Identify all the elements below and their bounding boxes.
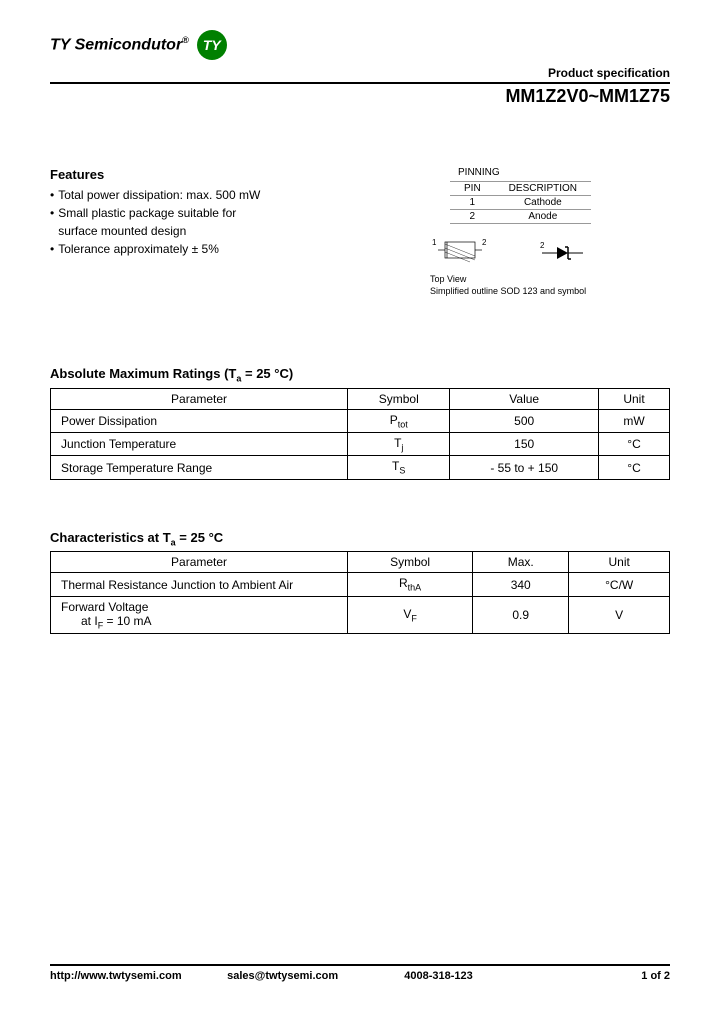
unit-cell: °C — [599, 456, 670, 479]
product-spec-label: Product specification — [50, 66, 670, 80]
col-parameter: Parameter — [51, 552, 348, 573]
feature-item: •Tolerance approximately ± 5% — [50, 242, 390, 256]
footer-website: http://www.twtysemi.com — [50, 970, 227, 982]
pin-header: PIN — [450, 182, 495, 196]
desc-cell: Cathode — [495, 196, 591, 210]
svg-text:1: 1 — [432, 238, 437, 247]
col-symbol: Symbol — [348, 388, 450, 409]
param-cell: Storage Temperature Range — [51, 456, 348, 479]
pinning-block: PINNING PIN DESCRIPTION 1 Cathode 2 Anod… — [420, 167, 670, 296]
param-cell: Thermal Resistance Junction to Ambient A… — [51, 573, 348, 596]
table-row: Thermal Resistance Junction to Ambient A… — [51, 573, 670, 596]
brand-text: TY Semicondutor® — [50, 35, 189, 54]
table-row: Power Dissipation Ptot 500 mW — [51, 409, 670, 432]
table-row: Junction Temperature Tj 150 °C — [51, 432, 670, 455]
footer-email: sales@twtysemi.com — [227, 970, 404, 982]
header-divider — [50, 82, 670, 84]
table-row: Forward Voltage at IF = 10 mA VF 0.9 V — [51, 596, 670, 633]
footer-divider — [50, 964, 670, 966]
value-cell: - 55 to + 150 — [450, 456, 599, 479]
desc-header: DESCRIPTION — [495, 182, 591, 196]
package-outline-icon: 1 2 — [430, 232, 490, 272]
footer-page: 1 of 2 — [581, 970, 670, 982]
feature-item: •Total power dissipation: max. 500 mW — [50, 188, 390, 202]
table-row: 1 Cathode — [450, 196, 591, 210]
col-unit: Unit — [569, 552, 670, 573]
brand-name: TY Semicondutor — [50, 37, 182, 54]
value-cell: 0.9 — [473, 596, 569, 633]
feature-item: •Small plastic package suitable for — [50, 206, 390, 220]
top-view-label: Top View — [430, 274, 670, 284]
symbol-cell: Ptot — [348, 409, 450, 432]
header: TY Semicondutor® TY — [50, 30, 670, 64]
param-cell: Power Dissipation — [51, 409, 348, 432]
diagram-row: 1 2 2 — [430, 232, 670, 272]
characteristics-heading: Characteristics at Ta = 25 °C — [50, 530, 670, 548]
diagram-caption: Simplified outline SOD 123 and symbol — [430, 286, 670, 296]
col-symbol: Symbol — [348, 552, 473, 573]
footer-row: http://www.twtysemi.com sales@twtysemi.c… — [50, 970, 670, 982]
pin-cell: 2 — [450, 210, 495, 224]
table-row: 2 Anode — [450, 210, 591, 224]
svg-text:2: 2 — [482, 238, 487, 247]
value-cell: 500 — [450, 409, 599, 432]
symbol-cell: VF — [348, 596, 473, 633]
registered-mark: ® — [182, 35, 189, 45]
symbol-cell: TS — [348, 456, 450, 479]
param-cell: Forward Voltage at IF = 10 mA — [51, 596, 348, 633]
abs-max-table: Parameter Symbol Value Unit Power Dissip… — [50, 388, 670, 480]
table-row: Storage Temperature Range TS - 55 to + 1… — [51, 456, 670, 479]
svg-text:2: 2 — [540, 241, 545, 250]
product-title: MM1Z2V0~MM1Z75 — [50, 86, 670, 107]
characteristics-table: Parameter Symbol Max. Unit Thermal Resis… — [50, 551, 670, 634]
unit-cell: °C/W — [569, 573, 670, 596]
feature-text: Total power dissipation: max. 500 mW — [58, 188, 260, 202]
col-value: Value — [450, 388, 599, 409]
table-header-row: PIN DESCRIPTION — [450, 182, 591, 196]
features-block: Features •Total power dissipation: max. … — [50, 167, 390, 296]
desc-cell: Anode — [495, 210, 591, 224]
footer: http://www.twtysemi.com sales@twtysemi.c… — [50, 964, 670, 982]
diode-symbol-icon: 2 — [540, 240, 585, 265]
pinning-title: PINNING — [458, 167, 670, 178]
features-heading: Features — [50, 167, 390, 182]
param-cell: Junction Temperature — [51, 432, 348, 455]
symbol-cell: RthA — [348, 573, 473, 596]
top-section: Features •Total power dissipation: max. … — [50, 167, 670, 296]
symbol-cell: Tj — [348, 432, 450, 455]
value-cell: 340 — [473, 573, 569, 596]
col-max: Max. — [473, 552, 569, 573]
unit-cell: V — [569, 596, 670, 633]
unit-cell: °C — [599, 432, 670, 455]
feature-item: •surface mounted design — [50, 224, 390, 238]
feature-text: Tolerance approximately ± 5% — [58, 242, 219, 256]
col-unit: Unit — [599, 388, 670, 409]
value-cell: 150 — [450, 432, 599, 455]
col-parameter: Parameter — [51, 388, 348, 409]
table-header-row: Parameter Symbol Value Unit — [51, 388, 670, 409]
feature-text: surface mounted design — [58, 224, 186, 238]
pin-cell: 1 — [450, 196, 495, 210]
footer-phone: 4008-318-123 — [404, 970, 581, 982]
feature-text: Small plastic package suitable for — [58, 206, 236, 220]
table-header-row: Parameter Symbol Max. Unit — [51, 552, 670, 573]
logo-icon: TY — [197, 30, 227, 60]
pinning-table: PIN DESCRIPTION 1 Cathode 2 Anode — [450, 181, 591, 224]
abs-max-heading: Absolute Maximum Ratings (Ta = 25 °C) — [50, 366, 670, 384]
unit-cell: mW — [599, 409, 670, 432]
